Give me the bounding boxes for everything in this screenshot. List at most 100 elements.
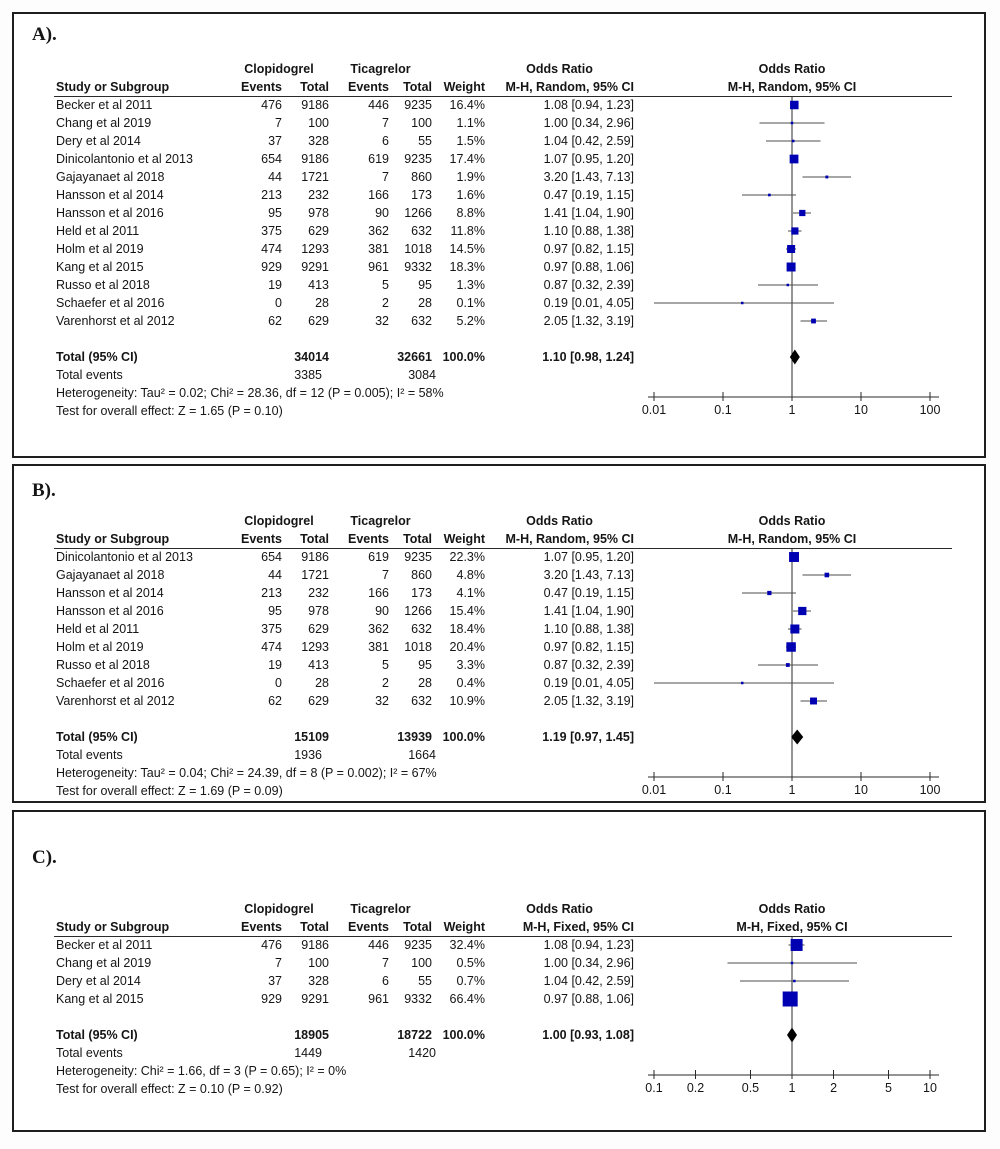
plot-method-header: M-H, Random, 95% CI — [727, 532, 857, 546]
ticagrelor-events: 5 — [382, 658, 389, 672]
clopidogrel-events: 95 — [268, 604, 282, 618]
clopidogrel-total: 629 — [308, 224, 329, 238]
study-weight: 4.1% — [456, 586, 486, 600]
clopidogrel-total: 100 — [308, 116, 329, 130]
study-column-header: Study or Subgroup — [56, 532, 170, 546]
clopidogrel-events: 654 — [261, 550, 282, 564]
axis-tick-label: 1 — [789, 1081, 796, 1095]
ticagrelor-total: 100 — [411, 116, 432, 130]
table-column-header-row: Study or Subgroup Events Total Events Total W… — [14, 918, 950, 936]
weight-column-header: Weight — [443, 80, 485, 94]
ticagrelor-events: 619 — [368, 152, 389, 166]
study-weight: 8.8% — [456, 206, 486, 220]
ticagrelor-events: 619 — [368, 550, 389, 564]
ticagrelor-total: 100 — [411, 956, 432, 970]
or-marker — [786, 642, 796, 652]
total-events-clopidogrel: 1936 — [294, 748, 322, 762]
axis-tick-label: 10 — [854, 783, 868, 797]
heterogeneity-text: Heterogeneity: Tau² = 0.04; Chi² = 24.39… — [56, 766, 437, 780]
study-name: Held et al 2011 — [56, 622, 140, 636]
study-row: Dery et al 2014 37 328 6 55 0.7% 1.04 [0.42, 2… — [14, 972, 950, 990]
or-marker — [789, 552, 799, 562]
or-method-header: M-H, Fixed, 95% CI — [522, 920, 634, 934]
clopidogrel-total: 232 — [308, 586, 329, 600]
total-events-clopidogrel: 3385 — [294, 368, 322, 382]
clopidogrel-events: 37 — [268, 974, 282, 988]
total-weight: 100.0% — [442, 350, 485, 364]
ticagrelor-total: 632 — [411, 622, 432, 636]
study-name: Varenhorst et al 2012 — [56, 314, 175, 328]
study-weight: 1.1% — [456, 116, 486, 130]
clopidogrel-total: 328 — [308, 974, 329, 988]
plot-column-title: Odds Ratio — [758, 902, 826, 916]
clopidogrel-events: 375 — [261, 622, 282, 636]
or-marker — [782, 991, 798, 1007]
total-events-label: Total events — [56, 748, 123, 762]
or-marker — [785, 663, 790, 667]
table-column-header-row: Study or Subgroup Events Total Events Total W… — [14, 530, 950, 548]
ticagrelor-events: 362 — [368, 622, 389, 636]
clopidogrel-total: 978 — [308, 604, 329, 618]
total-row: Total (95% CI) 34014 32661 100.0% 1.10 [0.98… — [14, 348, 950, 366]
weight-column-header: Weight — [443, 920, 485, 934]
ticagrelor-events: 362 — [368, 224, 389, 238]
total-row: Total (95% CI) 18905 18722 100.0% 1.00 [0.93… — [14, 1026, 950, 1044]
forest-plot-svg: 0.01 0.1 1 10 100 — [642, 97, 940, 417]
study-name: Schaefer et al 2016 — [56, 296, 165, 310]
study-or-ci: 0.47 [0.19, 1.15] — [543, 188, 634, 202]
plot-column-title: Odds Ratio — [758, 514, 826, 528]
or-marker — [789, 154, 799, 164]
study-or-ci: 2.05 [1.32, 3.19] — [543, 314, 634, 328]
ticagrelor-events: 6 — [382, 134, 389, 148]
clopidogrel-events: 7 — [275, 116, 282, 130]
table-group-header-row: Clopidogrel Ticagrelor Odds Ratio Odds Rati… — [14, 60, 950, 78]
study-or-ci: 0.19 [0.01, 4.05] — [543, 676, 634, 690]
clopidogrel-events: 654 — [261, 152, 282, 166]
total1-column-header: Total — [300, 80, 329, 94]
study-or-ci: 1.41 [1.04, 1.90] — [543, 604, 634, 618]
study-name: Holm et al 2019 — [56, 242, 144, 256]
total-weight: 100.0% — [442, 1028, 485, 1042]
heterogeneity-text: Heterogeneity: Tau² = 0.02; Chi² = 28.36… — [56, 386, 444, 400]
group2-header: Ticagrelor — [350, 62, 411, 76]
clopidogrel-events: 476 — [261, 938, 282, 952]
clopidogrel-events: 0 — [275, 676, 282, 690]
study-or-ci: 1.08 [0.94, 1.23] — [543, 98, 634, 112]
clopidogrel-total: 28 — [315, 296, 329, 310]
study-or-ci: 1.00 [0.34, 2.96] — [543, 956, 634, 970]
clopidogrel-total: 100 — [308, 956, 329, 970]
clopidogrel-total: 978 — [308, 206, 329, 220]
total-label: Total (95% CI) — [56, 1028, 138, 1042]
study-weight: 1.3% — [456, 278, 486, 292]
or-marker — [790, 121, 794, 125]
total-events-ticagrelor: 1420 — [408, 1046, 436, 1060]
study-row: Schaefer et al 2016 0 28 2 28 0.4% 0.19 [0.01,… — [14, 674, 950, 692]
study-weight: 3.3% — [456, 658, 486, 672]
study-row: Chang et al 2019 7 100 7 100 0.5% 1.00 [0.34, … — [14, 954, 950, 972]
study-row: Russo et al 2018 19 413 5 95 3.3% 0.87 [0.32, … — [14, 656, 950, 674]
study-or-ci: 1.07 [0.95, 1.20] — [543, 550, 634, 564]
study-name: Russo et al 2018 — [56, 658, 150, 672]
table-group-header-row: Clopidogrel Ticagrelor Odds Ratio Odds Rati… — [14, 512, 950, 530]
group1-header: Clopidogrel — [244, 902, 314, 916]
total-events-row: Total events 1936 1664 — [14, 746, 950, 764]
study-weight: 11.8% — [450, 224, 485, 238]
study-weight: 22.3% — [449, 550, 485, 564]
study-row: Hansson et al 2016 95 978 90 1266 8.8% 1.41 [1… — [14, 204, 950, 222]
ticagrelor-events: 381 — [368, 640, 389, 654]
clopidogrel-events: 474 — [261, 242, 282, 256]
panel-a: A). Clopidogrel Ticagrelor Odds Ratio Odds R… — [12, 12, 986, 458]
ticagrelor-total: 55 — [418, 974, 432, 988]
study-row: Russo et al 2018 19 413 5 95 1.3% 0.87 [0.32, … — [14, 276, 950, 294]
ticagrelor-events: 5 — [382, 278, 389, 292]
or-marker — [767, 590, 772, 596]
study-name: Becker et al 2011 — [56, 938, 153, 952]
total1-column-header: Total — [300, 920, 329, 934]
clopidogrel-total: 1293 — [301, 242, 329, 256]
total-events-ticagrelor: 1664 — [408, 748, 436, 762]
ticagrelor-total: 1018 — [404, 242, 432, 256]
study-or-ci: 0.47 [0.19, 1.15] — [543, 586, 634, 600]
header-underline — [54, 96, 952, 97]
panel-label: B). — [32, 480, 56, 501]
